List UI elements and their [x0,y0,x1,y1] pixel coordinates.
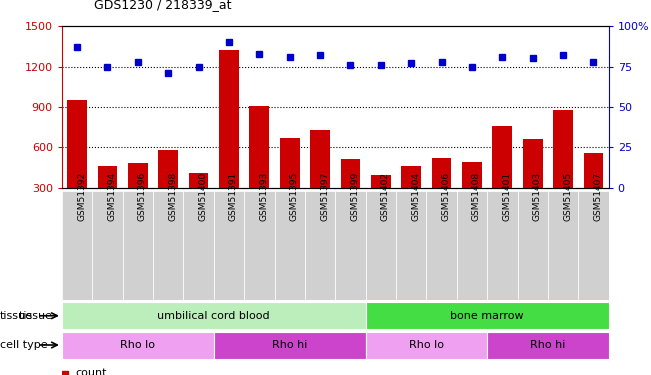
Text: umbilical cord blood: umbilical cord blood [158,311,270,321]
Bar [98,166,117,188]
Text: Rho hi: Rho hi [530,340,566,350]
Text: GSM51392: GSM51392 [77,172,86,221]
Text: GSM51403: GSM51403 [533,172,542,221]
Bar [158,150,178,188]
Text: tissue: tissue [0,311,33,321]
Text: GSM51405: GSM51405 [563,172,572,221]
Text: tissue: tissue [19,311,55,321]
Bar [189,173,208,188]
Bar [462,162,482,188]
Bar [128,164,148,188]
Bar [492,126,512,188]
Text: Rho lo: Rho lo [409,340,444,350]
Bar [366,332,487,358]
Text: GSM51408: GSM51408 [472,172,481,221]
Bar [62,302,366,329]
Text: GSM51394: GSM51394 [107,172,117,221]
Bar [280,138,299,188]
Text: GSM51407: GSM51407 [594,172,602,221]
Bar [396,191,426,300]
Bar [153,191,184,300]
Text: GSM51393: GSM51393 [259,172,268,221]
Bar [487,191,518,300]
Bar [518,191,548,300]
Bar [310,130,330,188]
Bar [583,153,603,188]
Text: Rho lo: Rho lo [120,340,156,350]
Bar [487,332,609,358]
Bar [340,159,361,188]
Bar [214,332,366,358]
Text: GSM51399: GSM51399 [350,172,359,221]
Bar [62,332,214,358]
Text: GSM51401: GSM51401 [503,172,511,221]
Bar [523,139,542,188]
Bar [457,191,487,300]
Text: GSM51391: GSM51391 [229,172,238,221]
Bar [553,110,573,188]
Text: GSM51395: GSM51395 [290,172,299,221]
Bar [305,191,335,300]
Text: GSM51404: GSM51404 [411,172,420,221]
Bar [426,191,457,300]
Bar [184,191,214,300]
Bar [249,105,270,188]
Bar [219,51,239,188]
Text: GSM51397: GSM51397 [320,172,329,221]
Bar [371,176,391,188]
Bar [548,191,578,300]
Text: GSM51400: GSM51400 [199,172,208,221]
Bar [432,158,452,188]
Text: GSM51396: GSM51396 [138,172,146,221]
Bar [214,191,244,300]
Bar [366,191,396,300]
Text: bone marrow: bone marrow [450,311,524,321]
Bar [578,191,609,300]
Bar [62,191,92,300]
Text: GDS1230 / 218339_at: GDS1230 / 218339_at [94,0,232,11]
Bar [335,191,366,300]
Text: cell type: cell type [0,340,48,350]
Text: GSM51398: GSM51398 [168,172,177,221]
Bar [67,100,87,188]
Text: GSM51402: GSM51402 [381,172,390,221]
Bar [244,191,275,300]
Text: Rho hi: Rho hi [272,340,307,350]
Bar [275,191,305,300]
Text: GSM51406: GSM51406 [441,172,450,221]
Bar [92,191,122,300]
Bar [366,302,609,329]
Bar [122,191,153,300]
Bar [401,166,421,188]
Text: count: count [76,369,107,375]
